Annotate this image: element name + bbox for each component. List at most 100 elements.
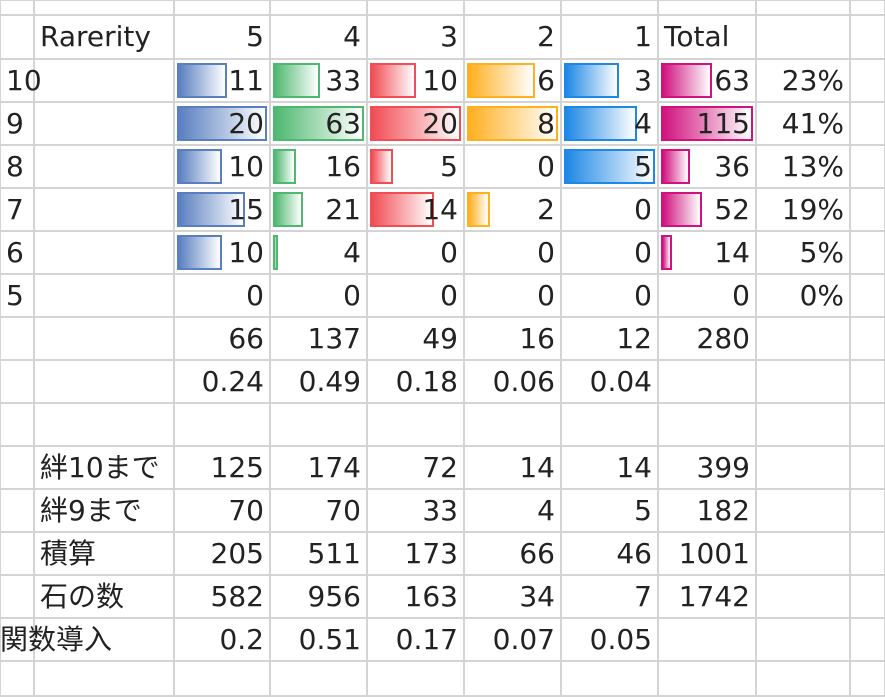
extra-total-cell[interactable]: 399 — [658, 446, 756, 489]
value-cell[interactable]: 5 — [367, 145, 464, 188]
extra-value-cell[interactable]: 511 — [270, 532, 367, 575]
header-col-4[interactable]: 4 — [270, 15, 367, 59]
value-cell[interactable]: 10 — [367, 59, 464, 102]
value-cell[interactable]: 16 — [270, 145, 367, 188]
total-cell[interactable]: 14 — [658, 231, 756, 274]
sum-cell[interactable]: 66 — [174, 317, 270, 360]
extra-value-cell[interactable]: 70 — [174, 489, 270, 532]
value-cell[interactable]: 0 — [464, 231, 561, 274]
extra-value-cell[interactable]: 205 — [174, 532, 270, 575]
sum-total-cell[interactable]: 280 — [658, 317, 756, 360]
value-cell[interactable]: 8 — [464, 102, 561, 145]
extra-total-cell[interactable] — [658, 618, 756, 661]
extra-value-cell[interactable]: 33 — [367, 489, 464, 532]
header-col-5[interactable]: 5 — [174, 15, 270, 59]
percent-cell[interactable]: 41% — [756, 102, 850, 145]
row-key[interactable]: 7 — [0, 188, 34, 231]
header-col-2[interactable]: 2 — [464, 15, 561, 59]
percent-cell[interactable]: 5% — [756, 231, 850, 274]
total-cell[interactable]: 63 — [658, 59, 756, 102]
extra-row-label[interactable]: 絆10まで — [34, 446, 174, 489]
value-cell[interactable]: 10 — [174, 231, 270, 274]
value-cell[interactable]: 0 — [367, 231, 464, 274]
extra-value-cell[interactable]: 0.17 — [367, 618, 464, 661]
extra-value-cell[interactable]: 14 — [464, 446, 561, 489]
total-cell[interactable]: 115 — [658, 102, 756, 145]
extra-row-label[interactable]: 積算 — [34, 532, 174, 575]
row-key[interactable]: 6 — [0, 231, 34, 274]
row-key[interactable]: 10 — [0, 59, 42, 102]
ratio-cell[interactable]: 0.06 — [464, 360, 561, 403]
header-col-3[interactable]: 3 — [367, 15, 464, 59]
extra-total-cell[interactable]: 1001 — [658, 532, 756, 575]
extra-value-cell[interactable]: 582 — [174, 575, 270, 618]
extra-value-cell[interactable]: 956 — [270, 575, 367, 618]
extra-row-label[interactable]: 関数導入 — [0, 618, 174, 661]
header-total[interactable]: Total — [658, 15, 756, 59]
ratio-cell[interactable]: 0.49 — [270, 360, 367, 403]
extra-value-cell[interactable]: 0.05 — [561, 618, 658, 661]
value-cell[interactable]: 2 — [464, 188, 561, 231]
total-cell[interactable]: 52 — [658, 188, 756, 231]
value-cell[interactable]: 0 — [464, 145, 561, 188]
value-cell[interactable]: 4 — [270, 231, 367, 274]
value-cell[interactable]: 0 — [174, 274, 270, 317]
value-cell[interactable]: 21 — [270, 188, 367, 231]
extra-value-cell[interactable]: 163 — [367, 575, 464, 618]
value-cell[interactable]: 63 — [270, 102, 367, 145]
extra-value-cell[interactable]: 14 — [561, 446, 658, 489]
extra-row-label[interactable]: 石の数 — [34, 575, 174, 618]
total-cell[interactable]: 0 — [658, 274, 756, 317]
value-cell[interactable]: 20 — [174, 102, 270, 145]
extra-total-cell[interactable]: 1742 — [658, 575, 756, 618]
extra-value-cell[interactable]: 173 — [367, 532, 464, 575]
value-cell[interactable]: 0 — [561, 188, 658, 231]
percent-cell[interactable]: 13% — [756, 145, 850, 188]
extra-value-cell[interactable]: 5 — [561, 489, 658, 532]
value-cell[interactable]: 0 — [464, 274, 561, 317]
extra-value-cell[interactable]: 0.07 — [464, 618, 561, 661]
extra-value-cell[interactable]: 46 — [561, 532, 658, 575]
value-cell[interactable]: 20 — [367, 102, 464, 145]
extra-total-cell[interactable]: 182 — [658, 489, 756, 532]
value-cell[interactable]: 5 — [561, 145, 658, 188]
extra-value-cell[interactable]: 34 — [464, 575, 561, 618]
extra-row-label[interactable]: 絆9まで — [34, 489, 174, 532]
ratio-cell[interactable]: 0.24 — [174, 360, 270, 403]
value-cell[interactable]: 15 — [174, 188, 270, 231]
value-cell[interactable]: 10 — [174, 145, 270, 188]
sum-cell[interactable]: 16 — [464, 317, 561, 360]
percent-cell[interactable]: 23% — [756, 59, 850, 102]
row-key[interactable]: 5 — [0, 274, 34, 317]
value-cell[interactable]: 33 — [270, 59, 367, 102]
header-rarerity[interactable]: Rarerity — [34, 15, 174, 59]
value-cell[interactable]: 0 — [367, 274, 464, 317]
header-col-1[interactable]: 1 — [561, 15, 658, 59]
extra-value-cell[interactable]: 66 — [464, 532, 561, 575]
sum-cell[interactable]: 137 — [270, 317, 367, 360]
value-cell[interactable]: 0 — [270, 274, 367, 317]
value-cell[interactable]: 6 — [464, 59, 561, 102]
extra-value-cell[interactable]: 70 — [270, 489, 367, 532]
value-cell[interactable]: 14 — [367, 188, 464, 231]
percent-cell[interactable]: 0% — [756, 274, 850, 317]
extra-value-cell[interactable]: 174 — [270, 446, 367, 489]
ratio-cell[interactable]: 0.04 — [561, 360, 658, 403]
value-cell[interactable]: 0 — [561, 274, 658, 317]
value-cell[interactable]: 11 — [174, 59, 270, 102]
extra-value-cell[interactable]: 0.51 — [270, 618, 367, 661]
value-cell[interactable]: 0 — [561, 231, 658, 274]
value-cell[interactable]: 4 — [561, 102, 658, 145]
row-key[interactable]: 8 — [0, 145, 34, 188]
ratio-cell[interactable]: 0.18 — [367, 360, 464, 403]
row-key[interactable]: 9 — [0, 102, 34, 145]
value-cell[interactable]: 3 — [561, 59, 658, 102]
extra-value-cell[interactable]: 72 — [367, 446, 464, 489]
percent-cell[interactable]: 19% — [756, 188, 850, 231]
extra-value-cell[interactable]: 4 — [464, 489, 561, 532]
extra-value-cell[interactable]: 125 — [174, 446, 270, 489]
total-cell[interactable]: 36 — [658, 145, 756, 188]
extra-value-cell[interactable]: 7 — [561, 575, 658, 618]
extra-value-cell[interactable]: 0.2 — [174, 618, 270, 661]
